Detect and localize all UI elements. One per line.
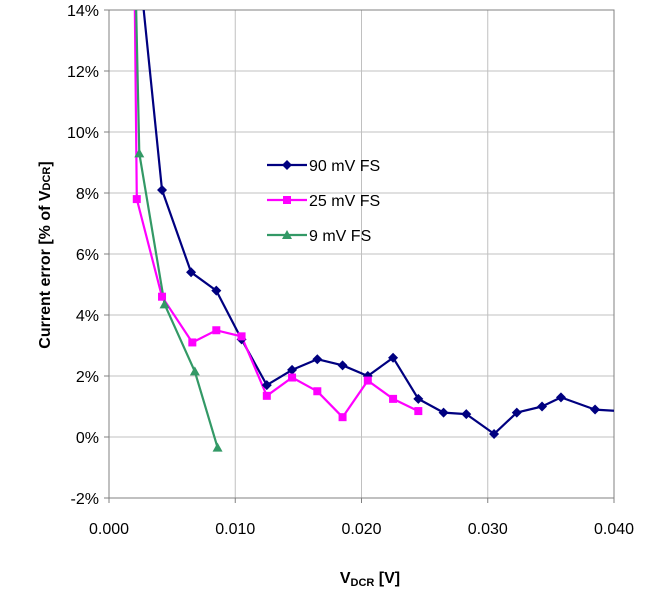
data-point-25-mv-fs bbox=[313, 387, 322, 396]
y-tick-label: 6% bbox=[76, 247, 99, 264]
data-point-25-mv-fs bbox=[158, 292, 167, 301]
data-point-9-mv-fs bbox=[212, 442, 223, 452]
x-tick-label: 0.010 bbox=[215, 521, 255, 538]
x-tick-label: 0.000 bbox=[89, 521, 129, 538]
markers-group bbox=[132, 148, 601, 452]
data-point-90-mv-fs bbox=[461, 409, 472, 420]
data-point-25-mv-fs bbox=[262, 391, 271, 400]
data-point-90-mv-fs bbox=[413, 393, 424, 404]
x-tick-label: 0.040 bbox=[594, 521, 634, 538]
data-point-90-mv-fs bbox=[489, 428, 500, 439]
data-point-25-mv-fs bbox=[132, 195, 141, 204]
data-point-25-mv-fs bbox=[363, 376, 372, 385]
y-tick-label: 10% bbox=[67, 125, 99, 142]
data-point-25-mv-fs bbox=[237, 332, 246, 341]
data-point-90-mv-fs bbox=[537, 401, 548, 412]
data-point-25-mv-fs bbox=[414, 407, 423, 416]
legend-label-90-mv-fs: 90 mV FS bbox=[309, 158, 380, 175]
data-point-90-mv-fs bbox=[211, 285, 222, 296]
y-axis: -2% 0% 2% 4% 6% 8% 10% 12% 14% bbox=[67, 3, 110, 508]
data-point-9-mv-fs bbox=[159, 299, 170, 309]
data-point-90-mv-fs bbox=[312, 354, 323, 365]
data-point-90-mv-fs bbox=[555, 392, 566, 403]
data-point-90-mv-fs bbox=[590, 404, 601, 415]
data-point-90-mv-fs bbox=[438, 407, 449, 418]
y-axis-title: Current error [% of VDCR] bbox=[37, 161, 54, 348]
legend-marker-9-mv-fs bbox=[282, 230, 292, 239]
data-point-90-mv-fs bbox=[186, 267, 197, 278]
data-point-25-mv-fs bbox=[288, 373, 297, 382]
data-point-9-mv-fs bbox=[189, 366, 200, 376]
data-point-90-mv-fs bbox=[337, 360, 348, 371]
y-tick-label: 4% bbox=[76, 308, 99, 325]
data-point-25-mv-fs bbox=[188, 338, 197, 347]
y-tick-label: 8% bbox=[76, 186, 99, 203]
x-tick-label: 0.020 bbox=[341, 521, 381, 538]
legend-label-9-mv-fs: 9 mV FS bbox=[309, 228, 371, 245]
legend: 90 mV FS 25 mV FS 9 mV FS bbox=[267, 158, 380, 245]
y-tick-label: 0% bbox=[76, 430, 99, 447]
y-tick-label: 14% bbox=[67, 3, 99, 20]
data-point-9-mv-fs bbox=[134, 148, 145, 158]
legend-label-25-mv-fs: 25 mV FS bbox=[309, 193, 380, 210]
data-point-90-mv-fs bbox=[388, 352, 399, 363]
data-point-25-mv-fs bbox=[212, 326, 221, 335]
y-tick-label: -2% bbox=[71, 491, 99, 508]
data-point-25-mv-fs bbox=[389, 394, 398, 403]
x-axis-title: VDCR [V] bbox=[340, 570, 400, 589]
x-tick-label: 0.030 bbox=[468, 521, 508, 538]
data-point-90-mv-fs bbox=[287, 364, 298, 375]
data-point-25-mv-fs bbox=[338, 413, 347, 422]
data-point-90-mv-fs bbox=[261, 380, 272, 391]
legend-marker-90-mv-fs bbox=[282, 160, 292, 170]
x-axis: 0.000 0.010 0.020 0.030 0.040 bbox=[89, 497, 634, 538]
legend-marker-25-mv-fs bbox=[283, 196, 291, 204]
data-point-90-mv-fs bbox=[157, 184, 168, 195]
y-tick-label: 2% bbox=[76, 369, 99, 386]
data-point-90-mv-fs bbox=[511, 407, 522, 418]
y-tick-label: 12% bbox=[67, 64, 99, 81]
